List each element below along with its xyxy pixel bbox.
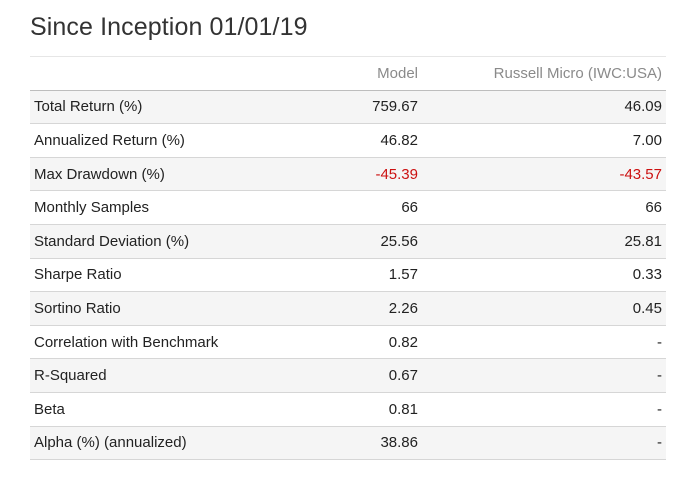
model-value: 759.67 [310, 90, 418, 125]
table-row: Sortino Ratio 2.26 0.45 [30, 291, 666, 326]
table-row: Sharpe Ratio 1.57 0.33 [30, 258, 666, 293]
row-label: Sharpe Ratio [30, 258, 310, 293]
table-row: Max Drawdown (%) -45.39 -43.57 [30, 157, 666, 192]
benchmark-value: - [418, 358, 666, 393]
table-row: Standard Deviation (%) 25.56 25.81 [30, 224, 666, 259]
row-label: Max Drawdown (%) [30, 157, 310, 192]
table-row: Monthly Samples 66 66 [30, 190, 666, 225]
column-header-benchmark: Russell Micro (IWC:USA) [418, 56, 666, 91]
model-value-negative: -45.39 [310, 157, 418, 192]
benchmark-value: 25.81 [418, 224, 666, 259]
model-value: 25.56 [310, 224, 418, 259]
table-row: Beta 0.81 - [30, 392, 666, 427]
row-label: Monthly Samples [30, 190, 310, 225]
page-title: Since Inception 01/01/19 [30, 13, 308, 41]
benchmark-value: 7.00 [418, 123, 666, 158]
benchmark-value-negative: -43.57 [418, 157, 666, 192]
benchmark-value: - [418, 325, 666, 360]
row-label: Standard Deviation (%) [30, 224, 310, 259]
table-row: R-Squared 0.67 - [30, 358, 666, 393]
row-label: Beta [30, 392, 310, 427]
column-header-metric [30, 56, 310, 91]
model-value: 0.82 [310, 325, 418, 360]
row-label: Alpha (%) (annualized) [30, 426, 310, 461]
model-value: 2.26 [310, 291, 418, 326]
benchmark-value: 0.33 [418, 258, 666, 293]
table-header: Model Russell Micro (IWC:USA) [30, 56, 666, 91]
table-body: Total Return (%) 759.67 46.09 Annualized… [30, 90, 666, 461]
table-row: Alpha (%) (annualized) 38.86 - [30, 426, 666, 461]
model-value: 38.86 [310, 426, 418, 461]
row-label: R-Squared [30, 358, 310, 393]
row-label: Sortino Ratio [30, 291, 310, 326]
benchmark-value: - [418, 426, 666, 461]
model-value: 66 [310, 190, 418, 225]
table-row: Correlation with Benchmark 0.82 - [30, 325, 666, 360]
column-header-model: Model [310, 56, 418, 91]
benchmark-value: 46.09 [418, 90, 666, 125]
benchmark-value: 66 [418, 190, 666, 225]
benchmark-value: - [418, 392, 666, 427]
header-row: Model Russell Micro (IWC:USA) [30, 56, 666, 91]
row-label: Correlation with Benchmark [30, 325, 310, 360]
model-value: 0.67 [310, 358, 418, 393]
table-row: Annualized Return (%) 46.82 7.00 [30, 123, 666, 158]
model-value: 0.81 [310, 392, 418, 427]
row-label: Annualized Return (%) [30, 123, 310, 158]
table-row: Total Return (%) 759.67 46.09 [30, 90, 666, 125]
benchmark-value: 0.45 [418, 291, 666, 326]
stats-table: Model Russell Micro (IWC:USA) Total Retu… [30, 56, 666, 461]
model-value: 46.82 [310, 123, 418, 158]
row-label: Total Return (%) [30, 90, 310, 125]
model-value: 1.57 [310, 258, 418, 293]
